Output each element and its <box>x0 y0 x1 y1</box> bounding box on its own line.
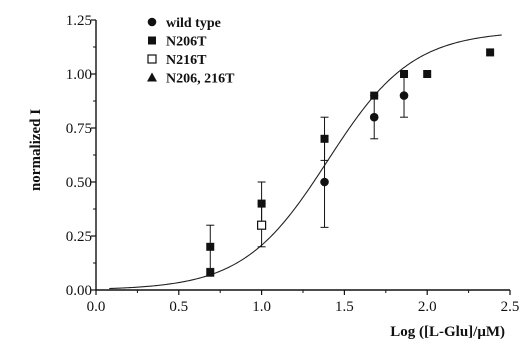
y-tick-label: 1.25 <box>66 13 92 29</box>
y-tick-label: 0.75 <box>66 121 92 137</box>
y-tick-label: 0.25 <box>66 229 92 245</box>
data-point <box>423 70 432 78</box>
legend-marker <box>148 36 156 45</box>
legend: wild type N206T N216T N206, 216T <box>147 16 235 87</box>
data-markers <box>206 48 495 277</box>
legend-label: wild type <box>166 16 221 31</box>
data-point <box>320 134 329 143</box>
x-tick-label: 2.0 <box>418 299 437 315</box>
data-point <box>400 70 409 78</box>
legend-marker <box>147 72 157 82</box>
data-point <box>206 242 215 251</box>
data-point <box>206 268 215 277</box>
y-axis-label: normalized I <box>28 109 44 191</box>
fit-curve <box>109 34 502 290</box>
axes: 0.0 0.5 1.0 1.5 2.0 2.5 0.00 0.25 0.50 0.75 1.00 1.… <box>66 13 520 315</box>
x-tick-label: 1.0 <box>252 299 271 315</box>
data-point <box>320 177 329 187</box>
error-bars <box>206 73 409 269</box>
x-tick-label: 1.5 <box>335 299 354 315</box>
data-point <box>486 48 495 57</box>
data-point <box>399 91 409 100</box>
y-tick-label: 1.00 <box>66 67 92 83</box>
y-tick-label: 0.50 <box>66 175 92 191</box>
data-point <box>257 199 266 208</box>
x-tick-label: 0.0 <box>87 299 106 315</box>
data-point <box>257 220 267 230</box>
y-tick-label: 0.00 <box>66 283 92 299</box>
legend-marker <box>147 17 157 27</box>
legend-label: N206T <box>166 35 207 50</box>
legend-label: N206, 216T <box>166 72 235 87</box>
x-tick-label: 0.5 <box>169 299 188 315</box>
data-point <box>369 112 379 122</box>
x-tick-label: 2.5 <box>501 299 520 315</box>
legend-label: N216T <box>166 53 207 68</box>
legend-marker <box>147 54 157 64</box>
fit-curve-layer <box>109 34 502 290</box>
data-point <box>370 91 379 100</box>
x-axis-label: Log ([L-Glu]/μM) <box>390 324 505 340</box>
